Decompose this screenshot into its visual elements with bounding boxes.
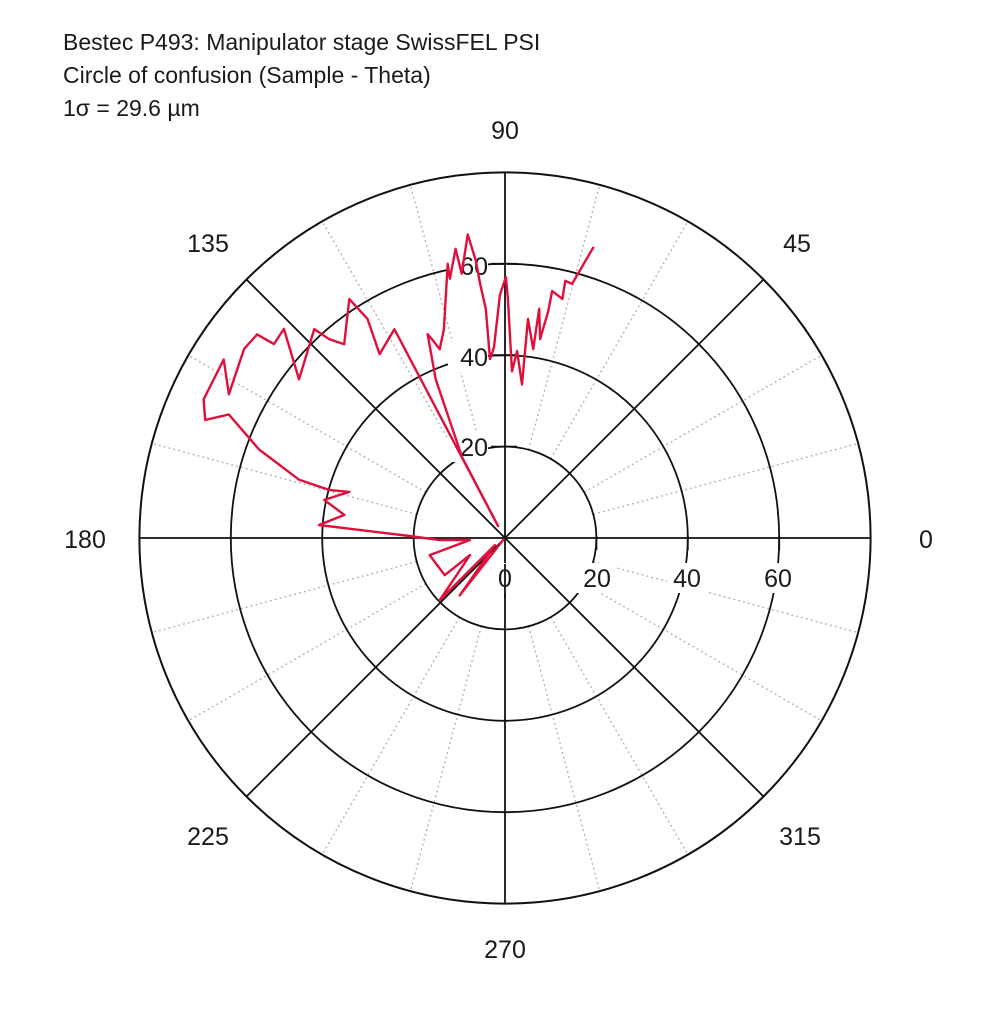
dotted-spoke — [550, 616, 689, 855]
dotted-spoke — [409, 184, 482, 450]
angle-label-180: 180 — [64, 526, 106, 554]
solid-spoke — [245, 537, 506, 798]
dotted-spoke — [593, 561, 859, 634]
radial-tick-label: 40 — [460, 344, 488, 372]
dotted-spoke — [188, 583, 427, 722]
dotted-spoke — [593, 442, 859, 515]
radial-tick-label: 40 — [673, 565, 701, 593]
radial-tick-label: 20 — [460, 434, 488, 462]
solid-spoke — [504, 278, 765, 539]
angle-label-225: 225 — [187, 823, 229, 851]
dotted-spoke — [151, 561, 417, 634]
dotted-spoke — [583, 583, 822, 722]
chart-subtitle: Circle of confusion (Sample - Theta) — [63, 62, 431, 88]
angle-label-270: 270 — [484, 936, 526, 964]
label-gap — [667, 563, 707, 593]
angle-label-0: 0 — [919, 526, 933, 554]
dotted-spoke — [528, 184, 601, 450]
angle-label-315: 315 — [779, 823, 821, 851]
dotted-spoke — [528, 626, 601, 892]
dotted-spoke — [188, 354, 427, 493]
label-gap — [448, 342, 488, 372]
dotted-spoke — [151, 442, 417, 515]
chart-title-block: Bestec P493: Manipulator stage SwissFEL … — [63, 26, 540, 125]
solid-spoke — [504, 537, 765, 798]
data-trace — [202, 233, 595, 602]
dotted-spoke — [321, 616, 460, 855]
angle-label-135: 135 — [187, 230, 229, 258]
dotted-spokes — [151, 184, 859, 892]
label-gap — [577, 563, 617, 593]
solid-spoke — [245, 278, 506, 539]
trace-line — [202, 233, 595, 602]
angle-labels: 0 45 90 135 180 225 270 315 — [64, 117, 933, 964]
angle-label-90: 90 — [491, 117, 519, 145]
dotted-spoke — [583, 354, 822, 493]
sigma-annotation: 1σ = 29.6 µm — [63, 95, 200, 121]
chart-title: Bestec P493: Manipulator stage SwissFEL … — [63, 29, 541, 55]
dotted-spoke — [321, 221, 460, 460]
label-gap — [758, 563, 798, 593]
angle-label-45: 45 — [783, 230, 811, 258]
radial-tick-label: 60 — [764, 565, 792, 593]
dotted-spoke — [550, 221, 689, 460]
radial-tick-label: 20 — [583, 565, 611, 593]
radial-tick-label: 0 — [498, 565, 512, 593]
dotted-spoke — [409, 626, 482, 892]
